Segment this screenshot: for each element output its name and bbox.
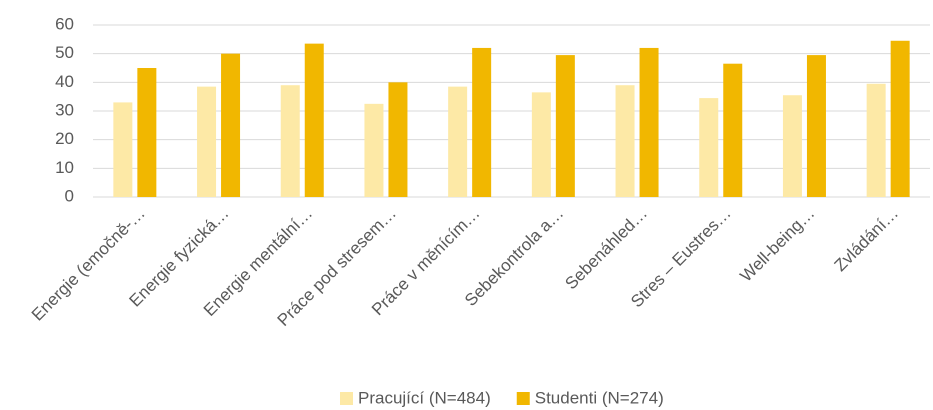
legend-swatch	[340, 392, 353, 405]
bar	[137, 68, 157, 197]
y-tick-label: 10	[55, 158, 74, 177]
bar	[890, 40, 910, 198]
y-tick-label: 40	[55, 72, 74, 91]
bar	[197, 86, 217, 197]
bar	[555, 55, 575, 197]
legend-label: Pracující (N=484)	[358, 388, 491, 407]
y-tick-label: 0	[65, 186, 74, 205]
bar	[388, 82, 408, 197]
bar	[304, 43, 324, 198]
bar	[782, 95, 802, 197]
bar	[472, 47, 492, 197]
y-tick-label: 50	[55, 43, 74, 62]
bar	[364, 103, 384, 197]
legend-swatch	[516, 392, 530, 405]
bar	[448, 86, 468, 197]
bar	[615, 85, 635, 197]
y-tick-label: 20	[55, 129, 74, 148]
x-tick-label: Zvládání…	[831, 204, 903, 276]
bar	[221, 53, 241, 197]
y-tick-label: 30	[55, 100, 74, 119]
bar	[113, 102, 133, 197]
bar	[639, 47, 659, 197]
legend-label: Studenti (N=274)	[535, 388, 664, 407]
y-tick-label: 60	[55, 14, 74, 33]
bar	[531, 92, 551, 197]
x-tick-label: Energie (emočně-…	[28, 204, 149, 325]
bar	[280, 85, 300, 197]
x-tick-label: Sebenáhled…	[561, 204, 651, 294]
x-tick-label: Well-being…	[736, 204, 818, 286]
bar	[699, 98, 719, 197]
bar	[866, 83, 886, 197]
bar	[723, 63, 743, 198]
bar	[806, 55, 826, 197]
